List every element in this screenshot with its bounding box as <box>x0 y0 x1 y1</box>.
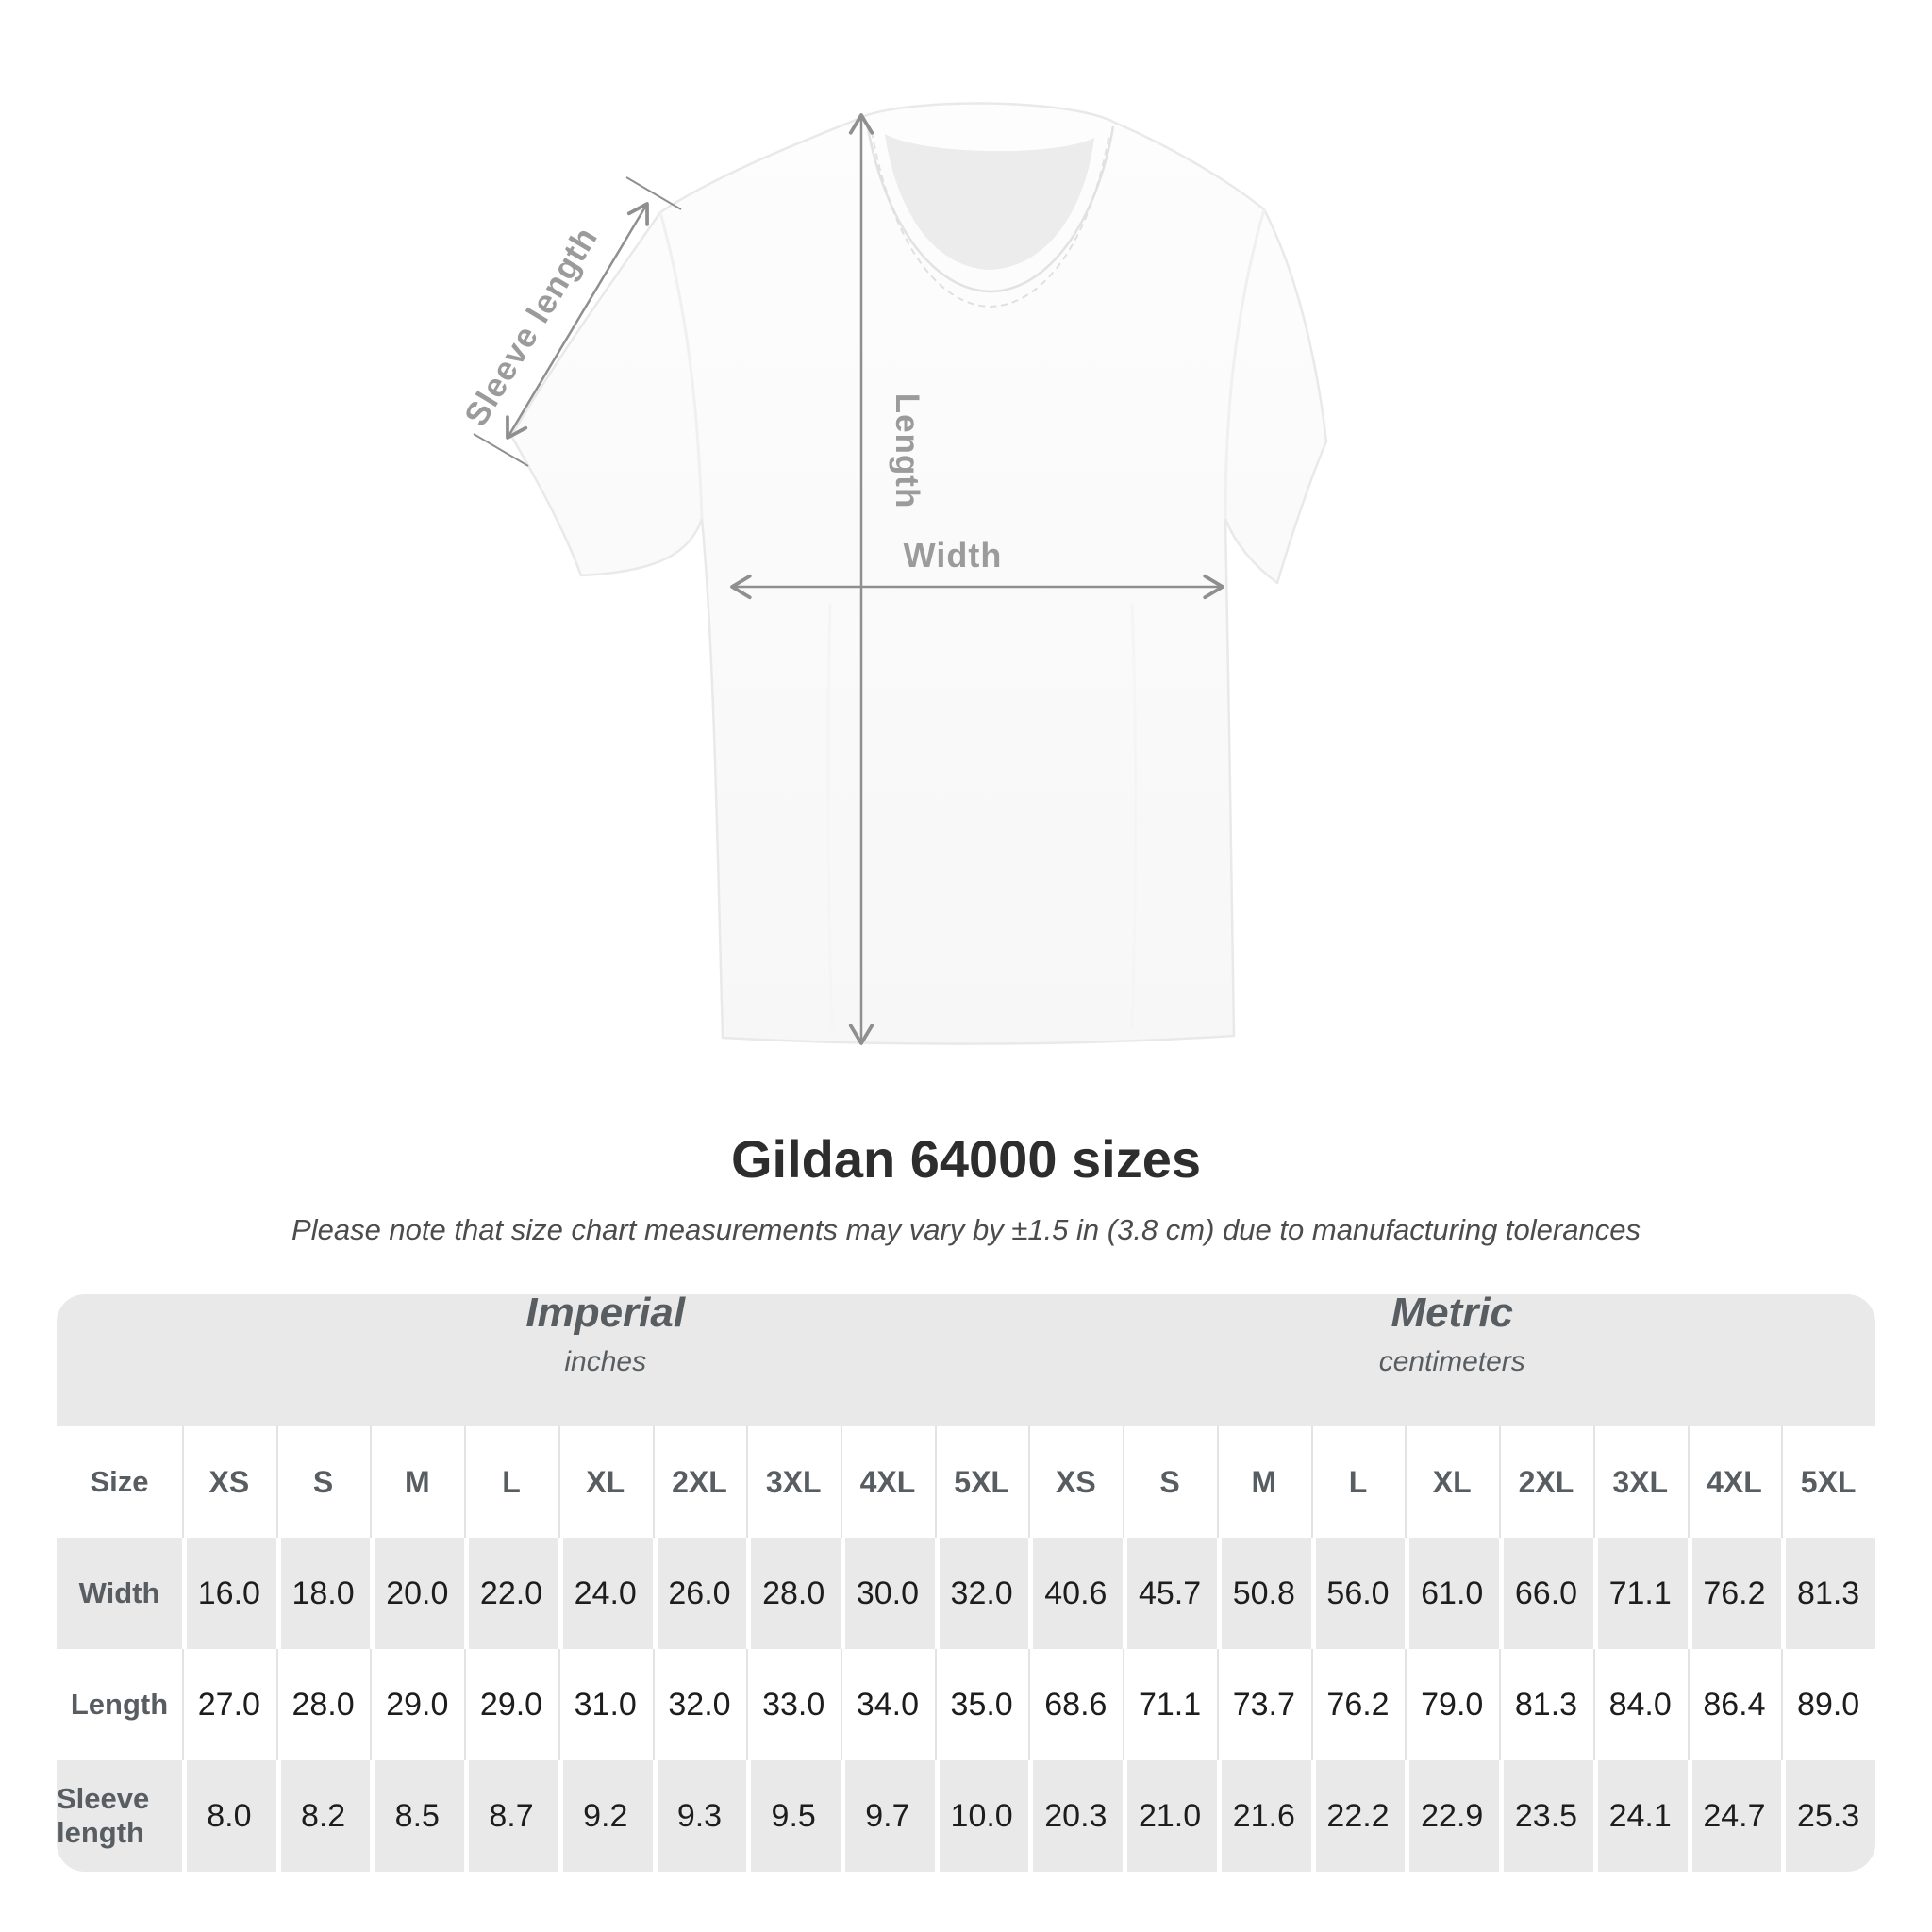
value-cell: 8.2 <box>275 1760 371 1872</box>
metric-label: Metric <box>1391 1294 1514 1336</box>
size-header-cell: XL <box>558 1426 653 1538</box>
table-header-band-spacer <box>57 1294 182 1426</box>
value-cell: 29.0 <box>370 1649 465 1760</box>
value-cell: 10.0 <box>934 1760 1029 1872</box>
collar-opening <box>885 134 1094 270</box>
value-cell: 61.0 <box>1405 1538 1500 1649</box>
value-cell: 8.0 <box>182 1760 276 1872</box>
value-cell: 21.0 <box>1123 1760 1217 1872</box>
value-cell: 16.0 <box>182 1538 276 1649</box>
left-sleeve-seam <box>658 211 704 520</box>
value-cell: 21.6 <box>1216 1760 1311 1872</box>
value-cell: 32.0 <box>934 1538 1029 1649</box>
value-cell: 68.6 <box>1028 1649 1124 1760</box>
tshirt-measurement-diagram: Sleeve length Length Width <box>458 102 1328 1045</box>
value-cell: 9.3 <box>652 1760 747 1872</box>
row-label: Width <box>57 1538 182 1649</box>
value-cell: 56.0 <box>1310 1538 1406 1649</box>
value-cell: 26.0 <box>652 1538 747 1649</box>
size-header-cell: S <box>1123 1426 1217 1538</box>
row-label: Length <box>57 1649 182 1760</box>
size-header-cell: 3XL <box>746 1426 841 1538</box>
value-cell: 81.3 <box>1781 1538 1875 1649</box>
value-cell: 8.7 <box>464 1760 558 1872</box>
size-header-cell: 3XL <box>1592 1426 1688 1538</box>
metric-unit: centimeters <box>1378 1346 1525 1377</box>
value-cell: 22.2 <box>1310 1760 1406 1872</box>
value-cell: 35.0 <box>934 1649 1029 1760</box>
value-cell: 22.0 <box>464 1538 558 1649</box>
value-cell: 20.0 <box>370 1538 465 1649</box>
value-cell: 71.1 <box>1123 1649 1217 1760</box>
value-cell: 81.3 <box>1499 1649 1593 1760</box>
length-label: Length <box>889 393 925 509</box>
size-header-cell: 2XL <box>1499 1426 1593 1538</box>
size-header-cell: S <box>275 1426 371 1538</box>
value-cell: 66.0 <box>1499 1538 1593 1649</box>
value-cell: 28.0 <box>275 1649 371 1760</box>
value-cell: 76.2 <box>1310 1649 1406 1760</box>
value-cell: 79.0 <box>1405 1649 1500 1760</box>
collar-stitching <box>871 130 1110 308</box>
size-header-cell: XL <box>1405 1426 1500 1538</box>
value-cell: 9.7 <box>841 1760 935 1872</box>
size-header-cell: L <box>1310 1426 1406 1538</box>
imperial-group-header: Imperial inches <box>182 1294 1029 1426</box>
fold-line-left <box>826 603 834 1029</box>
imperial-label: Imperial <box>525 1294 686 1336</box>
fold-line-right <box>1130 603 1138 1029</box>
value-cell: 28.0 <box>746 1538 841 1649</box>
metric-group-header: Metric centimeters <box>1028 1294 1875 1426</box>
value-cell: 24.0 <box>558 1538 653 1649</box>
size-header-cell: 2XL <box>652 1426 747 1538</box>
size-header-cell: M <box>1216 1426 1311 1538</box>
size-header-cell: 4XL <box>841 1426 935 1538</box>
value-cell: 76.2 <box>1687 1538 1782 1649</box>
sleeve-length-arrow <box>506 202 649 440</box>
value-cell: 29.0 <box>464 1649 558 1760</box>
width-label: Width <box>904 536 1003 575</box>
value-cell: 84.0 <box>1592 1649 1688 1760</box>
size-header-cell: M <box>370 1426 465 1538</box>
value-cell: 30.0 <box>841 1538 935 1649</box>
size-header-cell: 5XL <box>934 1426 1029 1538</box>
sleeve-tick-top <box>625 176 682 210</box>
size-header-cell: 4XL <box>1687 1426 1782 1538</box>
size-header-cell: XS <box>1028 1426 1124 1538</box>
value-cell: 24.1 <box>1592 1760 1688 1872</box>
value-cell: 18.0 <box>275 1538 371 1649</box>
value-cell: 20.3 <box>1028 1760 1124 1872</box>
tolerance-note: Please note that size chart measurements… <box>291 1213 1641 1246</box>
value-cell: 71.1 <box>1592 1538 1688 1649</box>
size-header-cell: L <box>464 1426 558 1538</box>
value-cell: 24.7 <box>1687 1760 1782 1872</box>
value-cell: 89.0 <box>1781 1649 1875 1760</box>
page-title: Gildan 64000 sizes <box>730 1129 1202 1189</box>
value-cell: 45.7 <box>1123 1538 1217 1649</box>
size-column-header: Size <box>57 1426 182 1538</box>
value-cell: 34.0 <box>841 1649 935 1760</box>
value-cell: 50.8 <box>1216 1538 1311 1649</box>
value-cell: 9.2 <box>558 1760 653 1872</box>
value-cell: 40.6 <box>1028 1538 1124 1649</box>
value-cell: 32.0 <box>652 1649 747 1760</box>
value-cell: 86.4 <box>1687 1649 1782 1760</box>
size-header-cell: XS <box>182 1426 276 1538</box>
size-header-cell: 5XL <box>1781 1426 1875 1538</box>
value-cell: 23.5 <box>1499 1760 1593 1872</box>
imperial-unit: inches <box>564 1346 647 1377</box>
value-cell: 22.9 <box>1405 1760 1500 1872</box>
sleeve-tick-bottom <box>473 433 529 467</box>
value-cell: 25.3 <box>1781 1760 1875 1872</box>
value-cell: 33.0 <box>746 1649 841 1760</box>
right-sleeve-seam <box>1224 208 1266 520</box>
value-cell: 9.5 <box>746 1760 841 1872</box>
dimension-arrows <box>473 113 1224 1045</box>
size-chart-table: Imperial inches Metric centimeters Size X… <box>57 1294 1875 1872</box>
value-cell: 8.5 <box>370 1760 465 1872</box>
value-cell: 73.7 <box>1216 1649 1311 1760</box>
row-label: Sleeve length <box>57 1760 182 1872</box>
value-cell: 27.0 <box>182 1649 276 1760</box>
value-cell: 31.0 <box>558 1649 653 1760</box>
